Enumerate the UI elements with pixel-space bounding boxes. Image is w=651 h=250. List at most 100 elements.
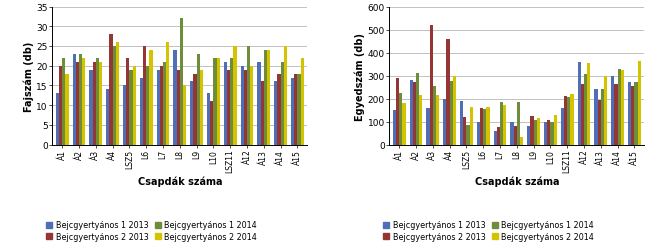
Bar xyxy=(264,51,267,145)
Y-axis label: Fajszám (db): Fajszám (db) xyxy=(23,41,34,111)
Bar xyxy=(230,58,233,145)
Bar xyxy=(200,70,203,145)
Bar xyxy=(173,51,176,145)
Bar xyxy=(133,66,136,145)
Bar xyxy=(443,99,447,145)
Bar xyxy=(72,55,76,145)
Bar xyxy=(615,84,618,145)
Bar xyxy=(149,51,152,145)
Bar xyxy=(477,122,480,145)
Legend: Bejcgyertyános 1 2013, Bejcgyertyános 2 2013, Bejcgyertyános 1 2014, Bejcgyertyá: Bejcgyertyános 1 2013, Bejcgyertyános 2 … xyxy=(383,220,594,241)
Bar xyxy=(460,102,464,145)
Bar xyxy=(399,94,402,145)
Bar xyxy=(561,108,564,145)
Bar xyxy=(534,121,537,145)
Bar xyxy=(217,58,220,145)
Bar xyxy=(210,102,214,145)
Bar xyxy=(277,74,281,145)
Bar xyxy=(224,62,227,145)
Bar xyxy=(146,66,149,145)
Bar xyxy=(284,47,287,145)
Bar xyxy=(577,62,581,145)
Bar xyxy=(594,90,598,145)
Bar xyxy=(483,110,486,145)
Bar xyxy=(520,137,523,145)
Bar xyxy=(247,47,250,145)
Bar xyxy=(416,74,419,145)
Bar xyxy=(517,102,520,145)
Bar xyxy=(180,19,183,145)
Bar xyxy=(157,70,159,145)
Bar xyxy=(214,58,217,145)
Bar xyxy=(267,51,270,145)
Bar xyxy=(450,82,453,145)
Y-axis label: Egyedszám (db): Egyedszám (db) xyxy=(354,32,365,120)
Bar xyxy=(550,122,553,145)
Bar xyxy=(631,86,635,145)
Bar xyxy=(628,83,631,145)
Bar xyxy=(183,86,186,145)
Bar xyxy=(281,62,284,145)
Bar xyxy=(402,104,406,145)
Bar xyxy=(207,94,210,145)
Bar xyxy=(250,66,253,145)
Bar xyxy=(298,74,301,145)
Bar xyxy=(291,78,294,145)
Bar xyxy=(503,106,506,145)
Bar xyxy=(564,97,567,145)
Bar xyxy=(92,62,96,145)
Bar xyxy=(497,128,500,145)
Bar xyxy=(159,66,163,145)
X-axis label: Csapdák száma: Csapdák száma xyxy=(475,176,559,186)
Bar xyxy=(76,62,79,145)
Bar xyxy=(469,107,473,145)
Bar xyxy=(257,62,260,145)
Bar xyxy=(514,127,517,145)
Bar xyxy=(426,108,430,145)
Bar xyxy=(567,98,570,145)
Bar xyxy=(433,86,436,145)
Bar xyxy=(453,76,456,145)
Bar xyxy=(598,100,601,145)
Bar xyxy=(99,62,102,145)
Bar xyxy=(393,110,396,145)
Bar xyxy=(163,62,166,145)
Bar xyxy=(113,47,116,145)
Bar xyxy=(637,61,641,145)
Bar xyxy=(89,70,92,145)
Bar xyxy=(130,70,133,145)
Bar xyxy=(274,82,277,145)
Bar xyxy=(581,84,584,145)
Bar xyxy=(544,122,547,145)
Bar xyxy=(604,76,607,145)
Bar xyxy=(611,76,615,145)
Bar xyxy=(294,74,298,145)
Bar xyxy=(65,74,68,145)
Bar xyxy=(193,74,197,145)
Bar xyxy=(123,86,126,145)
Bar xyxy=(500,102,503,145)
Bar xyxy=(480,108,483,145)
Bar xyxy=(413,83,416,145)
Bar xyxy=(601,90,604,145)
Bar xyxy=(430,26,433,145)
Bar xyxy=(447,40,450,145)
Bar xyxy=(241,66,243,145)
Bar xyxy=(531,116,534,145)
Bar xyxy=(176,70,180,145)
Bar xyxy=(143,47,146,145)
Bar xyxy=(486,107,490,145)
Bar xyxy=(436,96,439,145)
Bar xyxy=(396,78,399,145)
Bar xyxy=(79,55,82,145)
Bar xyxy=(227,70,230,145)
Bar xyxy=(82,58,85,145)
Bar xyxy=(584,75,587,145)
Bar xyxy=(618,69,621,145)
Bar xyxy=(537,119,540,145)
Bar xyxy=(140,78,143,145)
Bar xyxy=(56,94,59,145)
Bar xyxy=(419,96,422,145)
Bar xyxy=(166,43,169,145)
Bar xyxy=(233,47,236,145)
